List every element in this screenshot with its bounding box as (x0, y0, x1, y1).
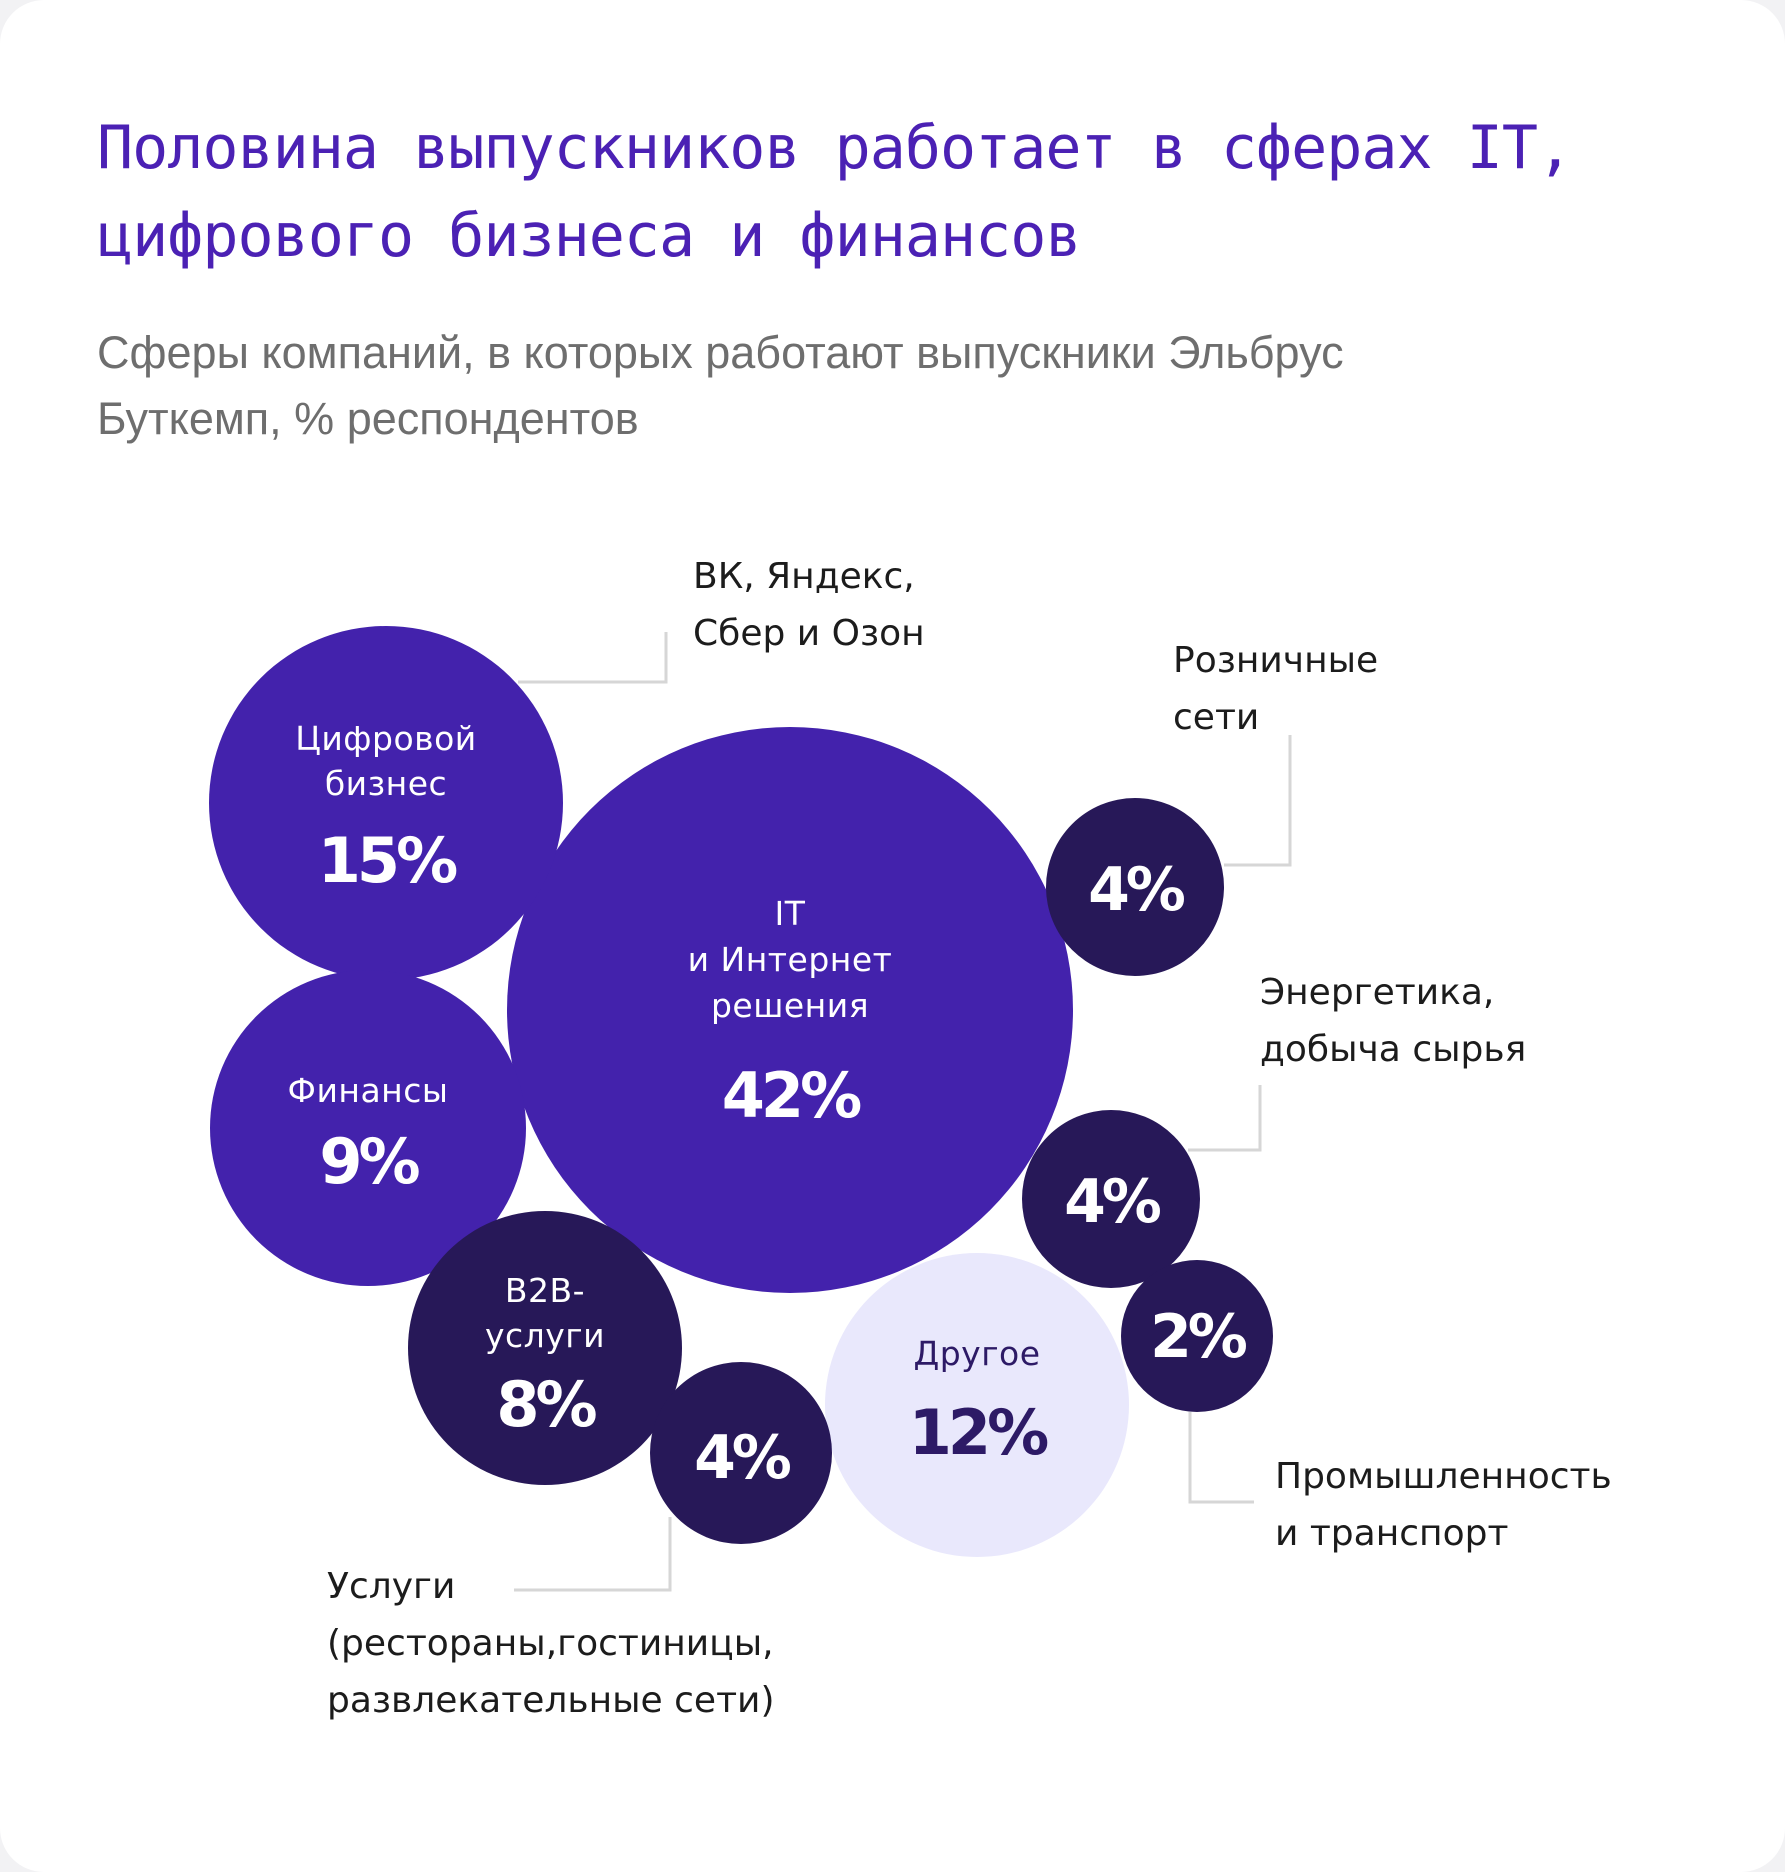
leader-lines (514, 632, 1292, 1592)
bubble-label-it: и Интернет (688, 940, 893, 979)
bubble-label-digital: бизнес (325, 764, 447, 803)
callout-energy: Энергетика, добыча сырья (1260, 972, 1526, 1070)
callout-text-digital: Сбер и Озон (693, 613, 925, 654)
callout-text-retail: сети (1173, 697, 1259, 738)
callout-industry: Промышленность и транспорт (1275, 1456, 1612, 1554)
callout-text-services: (рестораны,гостиницы, (327, 1623, 774, 1664)
bubble-b2b: B2B-услуги 8% (408, 1211, 682, 1485)
bubble-circle-finance (210, 970, 526, 1286)
chart-subtitle-line-1: Сферы компаний, в которых работают выпус… (97, 327, 1344, 378)
callout-text-industry: и транспорт (1275, 1513, 1508, 1554)
bubble-services: 4% (650, 1362, 832, 1544)
bubble-value-it: 42% (722, 1059, 861, 1132)
bubble-value-other: 12% (909, 1396, 1048, 1469)
bubble-value-retail: 4% (1088, 855, 1185, 925)
bubble-circle-digital (209, 626, 563, 980)
callout-text-services: Услуги (327, 1566, 455, 1607)
leader-line-energy (1188, 1085, 1262, 1152)
callout-text-retail: Розничные (1173, 640, 1378, 681)
chart-title-line-2: цифрового бизнеса и финансов (97, 201, 1081, 271)
leader-line-services (514, 1517, 672, 1592)
bubble-energy: 4% (1022, 1110, 1200, 1288)
bubble-label-other: Другое (913, 1334, 1040, 1373)
bubble-label-it: IT (775, 894, 806, 933)
bubble-it: IT и Интернет решения 42% (507, 727, 1073, 1293)
bubble-label-finance: Финансы (288, 1071, 449, 1110)
bubble-label-digital: Цифровой (295, 719, 477, 758)
bubble-label-b2b: B2B- (505, 1271, 585, 1310)
bubble-value-services: 4% (694, 1423, 791, 1493)
leader-line-retail (1224, 735, 1292, 867)
bubbles: IT и Интернет решения 42% Цифровой бизнес 15% Д… (209, 626, 1273, 1557)
leader-line-industry (1188, 1412, 1254, 1504)
bubble-circle-b2b (408, 1211, 682, 1485)
chart-title-line-1: Половина выпускников работает в сферах I… (97, 113, 1573, 183)
callout-services: Услуги (рестораны,гостиницы, развлекательн… (327, 1566, 775, 1721)
callout-digital: ВК, Яндекс, Сбер и Озон (693, 556, 925, 654)
callout-text-energy: Энергетика, (1260, 972, 1494, 1013)
bubble-value-b2b: 8% (496, 1368, 596, 1441)
callout-retail: Розничные сети (1173, 640, 1378, 738)
chart-title: Половина выпускников работает в сферах I… (97, 104, 1717, 280)
bubble-industry: 2% (1121, 1260, 1273, 1412)
bubble-circle-services (650, 1362, 832, 1544)
bubble-other: Другое 12% (825, 1253, 1129, 1557)
bubble-circle-other (825, 1253, 1129, 1557)
bubble-circle-retail (1046, 798, 1224, 976)
chart-subtitle: Сферы компаний, в которых работают выпус… (97, 320, 1657, 452)
callout-text-industry: Промышленность (1275, 1456, 1612, 1497)
chart-subtitle-line-2: Буткемп, % респондентов (97, 393, 639, 444)
bubble-finance: Финансы 9% (210, 970, 526, 1286)
bubble-value-digital: 15% (318, 824, 457, 897)
bubble-circle-energy (1022, 1110, 1200, 1288)
callout-text-services: развлекательные сети) (327, 1680, 775, 1721)
bubble-label-b2b: услуги (485, 1316, 605, 1355)
bubble-value-industry: 2% (1150, 1302, 1247, 1372)
leader-line-digital (518, 632, 668, 684)
bubble-digital: Цифровой бизнес 15% (209, 626, 563, 980)
callouts: ВК, Яндекс, Сбер и Озон Розничные сети Энерг… (327, 556, 1612, 1721)
bubble-value-finance: 9% (319, 1125, 419, 1198)
bubble-circle-industry (1121, 1260, 1273, 1412)
bubble-value-energy: 4% (1064, 1167, 1161, 1237)
bubble-retail: 4% (1046, 798, 1224, 976)
bubble-label-it: решения (711, 986, 869, 1025)
bubble-circle-it (507, 727, 1073, 1293)
callout-text-digital: ВК, Яндекс, (693, 556, 915, 597)
callout-text-energy: добыча сырья (1260, 1029, 1526, 1070)
